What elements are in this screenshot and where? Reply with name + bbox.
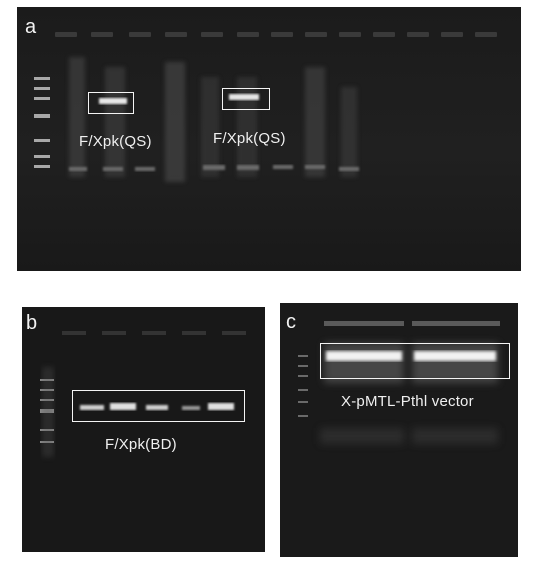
highlight-box-vector — [320, 343, 510, 379]
gel-panel-c: c X-pMTL-Pthl vector — [280, 303, 518, 557]
label-bd: F/Xpk(BD) — [105, 436, 177, 453]
highlight-box-qs-1 — [88, 92, 134, 114]
label-qs-2: F/Xpk(QS) — [213, 130, 286, 147]
gel-image-c — [280, 303, 518, 557]
gel-panel-b: b F/Xpk(BD) — [22, 307, 265, 552]
panel-letter-b: b — [26, 313, 37, 333]
highlight-box-bd — [72, 390, 245, 422]
panel-letter-c: c — [286, 312, 296, 332]
gel-image-b — [22, 307, 265, 552]
gel-panel-a: a F/Xpk(QS) F/Xpk(QS) — [17, 7, 521, 271]
panel-letter-a: a — [25, 17, 36, 37]
label-qs-1: F/Xpk(QS) — [79, 133, 152, 150]
wells — [324, 321, 500, 326]
highlight-box-qs-2 — [222, 88, 270, 110]
label-vector: X-pMTL-Pthl vector — [341, 393, 474, 410]
